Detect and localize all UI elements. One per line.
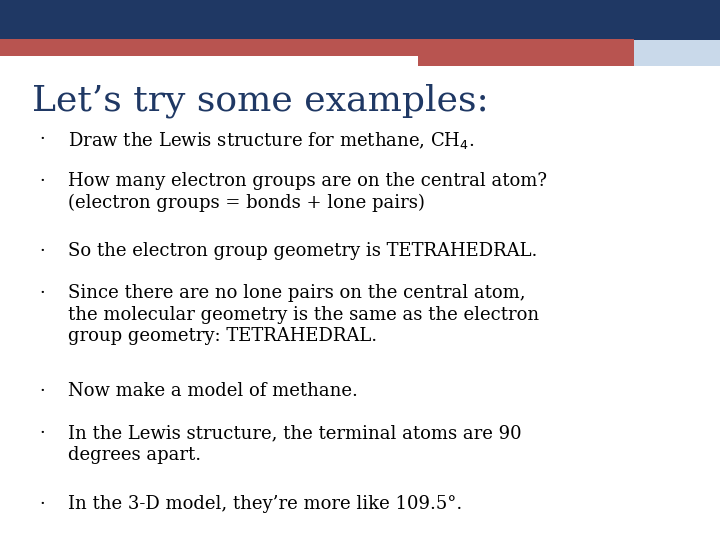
Text: ·: · — [40, 382, 45, 400]
Text: How many electron groups are on the central atom?
(electron groups = bonds + lon: How many electron groups are on the cent… — [68, 172, 547, 212]
Bar — [418, 55, 634, 66]
Text: ·: · — [40, 130, 45, 147]
Text: ·: · — [40, 284, 45, 302]
Bar — [0, 39, 634, 56]
Text: In the Lewis structure, the terminal atoms are 90
degrees apart.: In the Lewis structure, the terminal ato… — [68, 424, 522, 464]
Text: Since there are no lone pairs on the central atom,
the molecular geometry is the: Since there are no lone pairs on the cen… — [68, 284, 539, 345]
Text: So the electron group geometry is TETRAHEDRAL.: So the electron group geometry is TETRAH… — [68, 242, 538, 260]
Bar — [634, 0, 720, 66]
Text: In the 3-D model, they’re more like 109.5°.: In the 3-D model, they’re more like 109.… — [68, 495, 463, 512]
Text: ·: · — [40, 495, 45, 512]
Text: Draw the Lewis structure for methane, CH$_{4}$.: Draw the Lewis structure for methane, CH… — [68, 130, 475, 151]
Text: ·: · — [40, 424, 45, 442]
Text: ·: · — [40, 172, 45, 190]
Bar — [0, 0, 720, 40]
Text: ·: · — [40, 242, 45, 260]
Text: Now make a model of methane.: Now make a model of methane. — [68, 382, 359, 400]
Text: Let’s try some examples:: Let’s try some examples: — [32, 84, 489, 118]
